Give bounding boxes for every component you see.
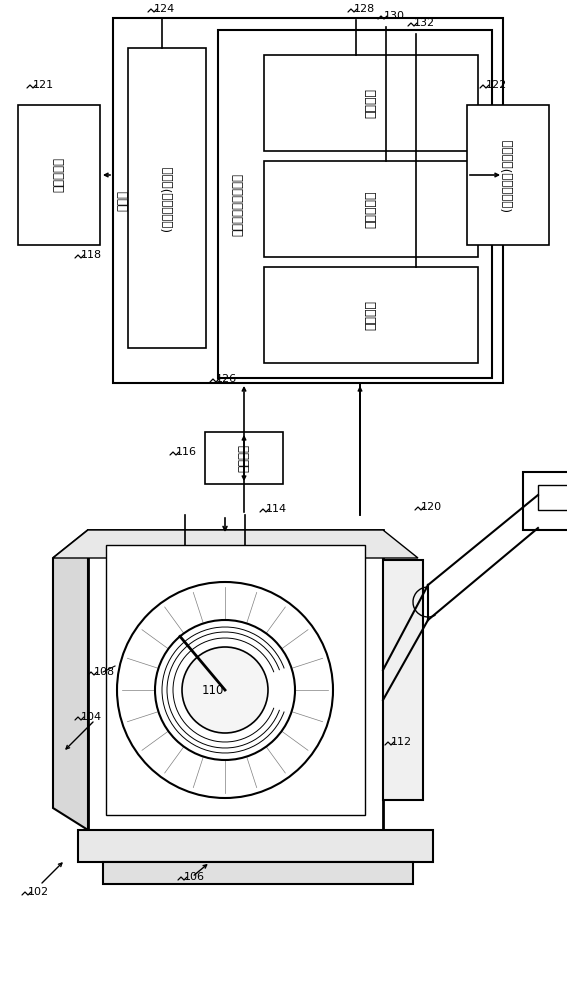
Text: 108: 108 [94,667,115,677]
Bar [106,545,365,815]
Text: 计算机可读存储介质: 计算机可读存储介质 [231,172,244,235]
Text: 122: 122 [486,80,507,90]
Text: 132: 132 [414,18,435,28]
Bar [523,472,567,530]
Bar [113,18,503,383]
Text: 控制指令: 控制指令 [365,88,378,118]
Text: 126: 126 [216,374,237,384]
Bar [264,267,478,363]
Bar [264,55,478,151]
Bar [538,485,567,510]
Text: 118: 118 [81,250,102,260]
Text: 121: 121 [33,80,54,90]
Bar [78,830,433,862]
Text: 116: 116 [176,447,197,457]
Text: 130: 130 [384,11,405,21]
Bar [218,30,492,378]
Bar [467,105,549,245]
Text: 104: 104 [81,712,102,722]
Bar [18,105,100,245]
Text: (一个或多个)处理器: (一个或多个)处理器 [160,165,174,231]
Text: 显示监视器: 显示监视器 [53,157,66,192]
Text: 114: 114 [266,504,287,514]
Text: 110: 110 [202,684,224,696]
Bar [205,432,283,484]
Text: 124: 124 [154,4,175,14]
Circle shape [182,647,268,733]
Polygon shape [53,530,418,558]
Text: 112: 112 [391,737,412,747]
Text: (一个或多个)输入设备: (一个或多个)输入设备 [501,139,514,211]
Bar [103,862,413,884]
Text: 128: 128 [354,4,375,14]
Text: 控制台: 控制台 [116,190,129,211]
Bar [264,161,478,257]
Text: 谱结果模块: 谱结果模块 [365,190,378,228]
Text: 106: 106 [184,872,205,882]
Text: 训练模块: 训练模块 [365,300,378,330]
Polygon shape [53,530,88,830]
Bar [383,560,423,800]
Text: 120: 120 [421,502,442,512]
Text: 102: 102 [28,887,49,897]
Bar [88,530,383,830]
Bar [128,48,206,348]
Text: 重采样器: 重采样器 [238,444,251,472]
